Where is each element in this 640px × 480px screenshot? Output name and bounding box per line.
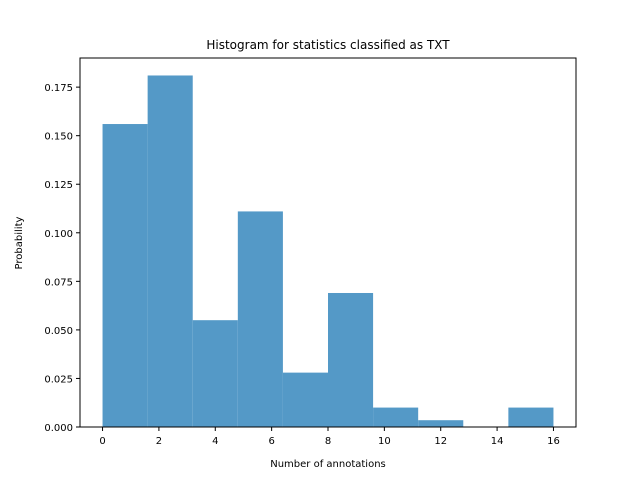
histogram-bar <box>508 407 554 427</box>
y-tick-label: 0.000 <box>44 423 73 434</box>
x-tick-label: 16 <box>547 436 560 447</box>
y-tick-label: 0.075 <box>44 277 73 288</box>
histogram-bar <box>282 372 328 427</box>
x-tick-label: 6 <box>268 436 274 447</box>
x-axis-label: Number of annotations <box>270 459 386 470</box>
x-tick-label: 2 <box>156 436 162 447</box>
y-tick-label: 0.125 <box>44 180 73 191</box>
x-tick-label: 14 <box>491 436 504 447</box>
histogram-bar <box>373 407 419 427</box>
histogram-bar <box>328 292 374 427</box>
y-axis: 0.000 0.025 0.050 0.075 0.100 0.125 0.150 0.175 <box>44 83 80 434</box>
y-axis-label: Probability <box>14 216 25 269</box>
histogram-bar <box>102 124 148 427</box>
y-tick-label: 0.050 <box>44 326 73 337</box>
y-tick-label: 0.100 <box>44 229 73 240</box>
histogram-bar <box>418 420 464 427</box>
histogram-bar <box>147 75 193 428</box>
x-tick-label: 4 <box>212 436 218 447</box>
bars-group <box>102 75 554 428</box>
chart-title: Histogram for statistics classified as T… <box>206 38 450 52</box>
x-tick-label: 10 <box>378 436 391 447</box>
x-axis: 0 2 4 6 8 10 12 14 16 <box>99 427 560 447</box>
x-tick-label: 8 <box>325 436 331 447</box>
y-tick-label: 0.025 <box>44 374 73 385</box>
x-tick-label: 0 <box>99 436 105 447</box>
histogram-bar <box>192 320 238 427</box>
x-tick-label: 12 <box>434 436 447 447</box>
y-tick-label: 0.175 <box>44 83 73 94</box>
y-tick-label: 0.150 <box>44 132 73 143</box>
histogram-bar <box>237 211 283 427</box>
